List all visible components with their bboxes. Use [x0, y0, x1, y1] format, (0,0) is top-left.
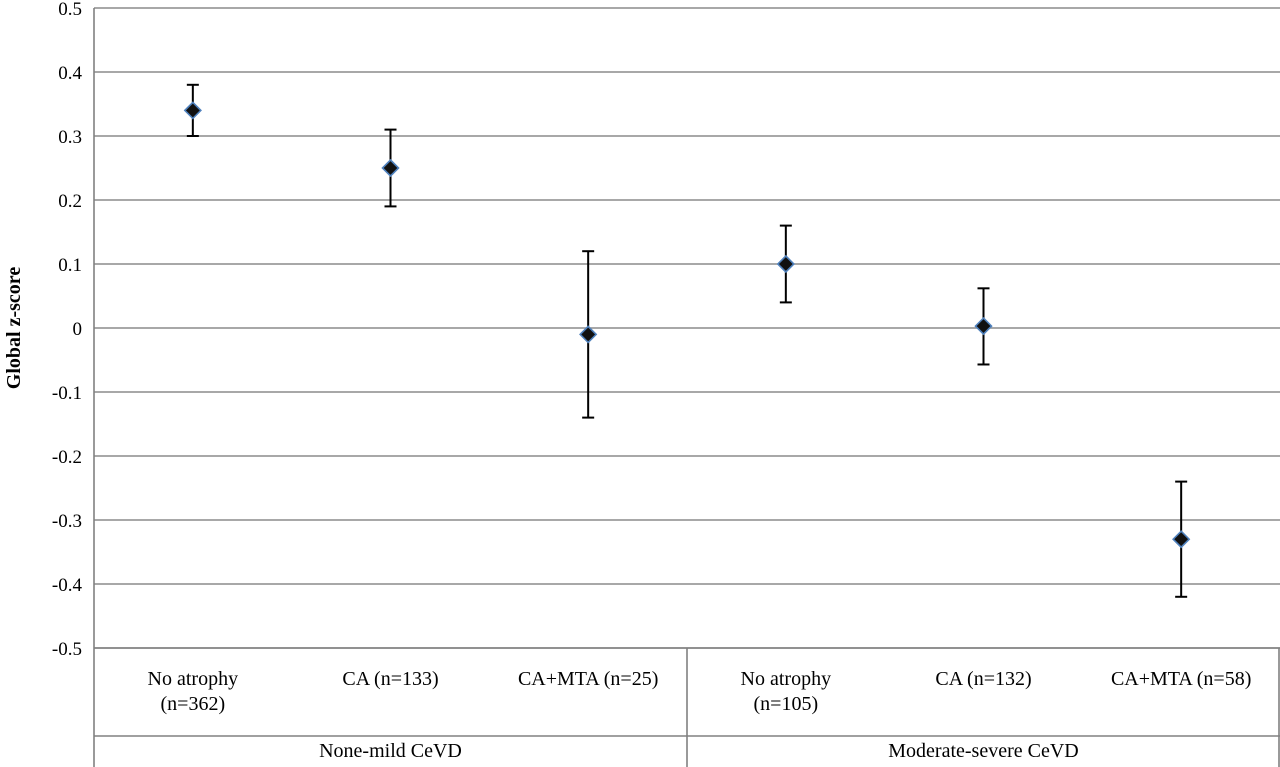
category-label-line: CA+MTA (n=25): [518, 668, 658, 690]
data-point-diamond: [776, 254, 795, 274]
y-tick-label: 0.3: [58, 127, 82, 148]
category-label: No atrophy (n=105): [741, 668, 832, 715]
category-label-line: No atrophy: [148, 668, 239, 690]
group-labels: None-mild CeVD Moderate-severe CeVD: [319, 740, 1079, 762]
data-point-diamond: [1172, 530, 1191, 549]
data-point-diamond: [381, 158, 400, 178]
y-tick-label: -0.2: [52, 447, 82, 468]
grid-lines: [94, 7, 1280, 649]
data-point-diamond: [579, 325, 598, 344]
y-tick-label: 0.4: [58, 63, 82, 84]
y-axis-title: Global z-score: [3, 267, 25, 390]
y-tick-label: -0.1: [52, 383, 82, 404]
category-label-line: CA+MTA (n=58): [1111, 668, 1251, 690]
category-label: No atrophy (n=362): [148, 668, 239, 715]
axes: [93, 8, 1280, 767]
category-label-line: CA (n=132): [935, 668, 1031, 690]
category-label: CA (n=132): [935, 668, 1031, 690]
category-label: CA (n=133): [342, 668, 438, 690]
y-tick-label: 0.5: [58, 0, 82, 20]
category-label-line: CA (n=133): [342, 668, 438, 690]
y-tick-labels: 0.5 0.4 0.3 0.2 0.1 0 -0.1 -0.2 -0.3 -0.4 -0.5: [52, 0, 83, 660]
y-tick-label: -0.4: [52, 575, 83, 596]
data-points: [183, 101, 1191, 549]
y-tick-label: -0.3: [52, 511, 82, 532]
y-tick-label: 0.2: [58, 191, 82, 212]
category-label-line: No atrophy: [741, 668, 832, 690]
category-label-line: (n=362): [161, 693, 226, 715]
data-point-diamond: [974, 316, 993, 336]
y-tick-label: -0.5: [52, 639, 82, 660]
category-label: CA+MTA (n=58): [1111, 668, 1251, 690]
category-label: CA+MTA (n=25): [518, 668, 658, 690]
data-point-diamond: [183, 101, 202, 120]
category-label-line: (n=105): [754, 693, 819, 715]
group-label: Moderate-severe CeVD: [888, 740, 1078, 762]
group-label: None-mild CeVD: [319, 740, 462, 762]
y-tick-label: 0: [73, 319, 83, 340]
category-labels: No atrophy (n=362) CA (n=133) CA+MTA (n=25)…: [148, 668, 1252, 715]
y-tick-label: 0.1: [58, 255, 82, 276]
